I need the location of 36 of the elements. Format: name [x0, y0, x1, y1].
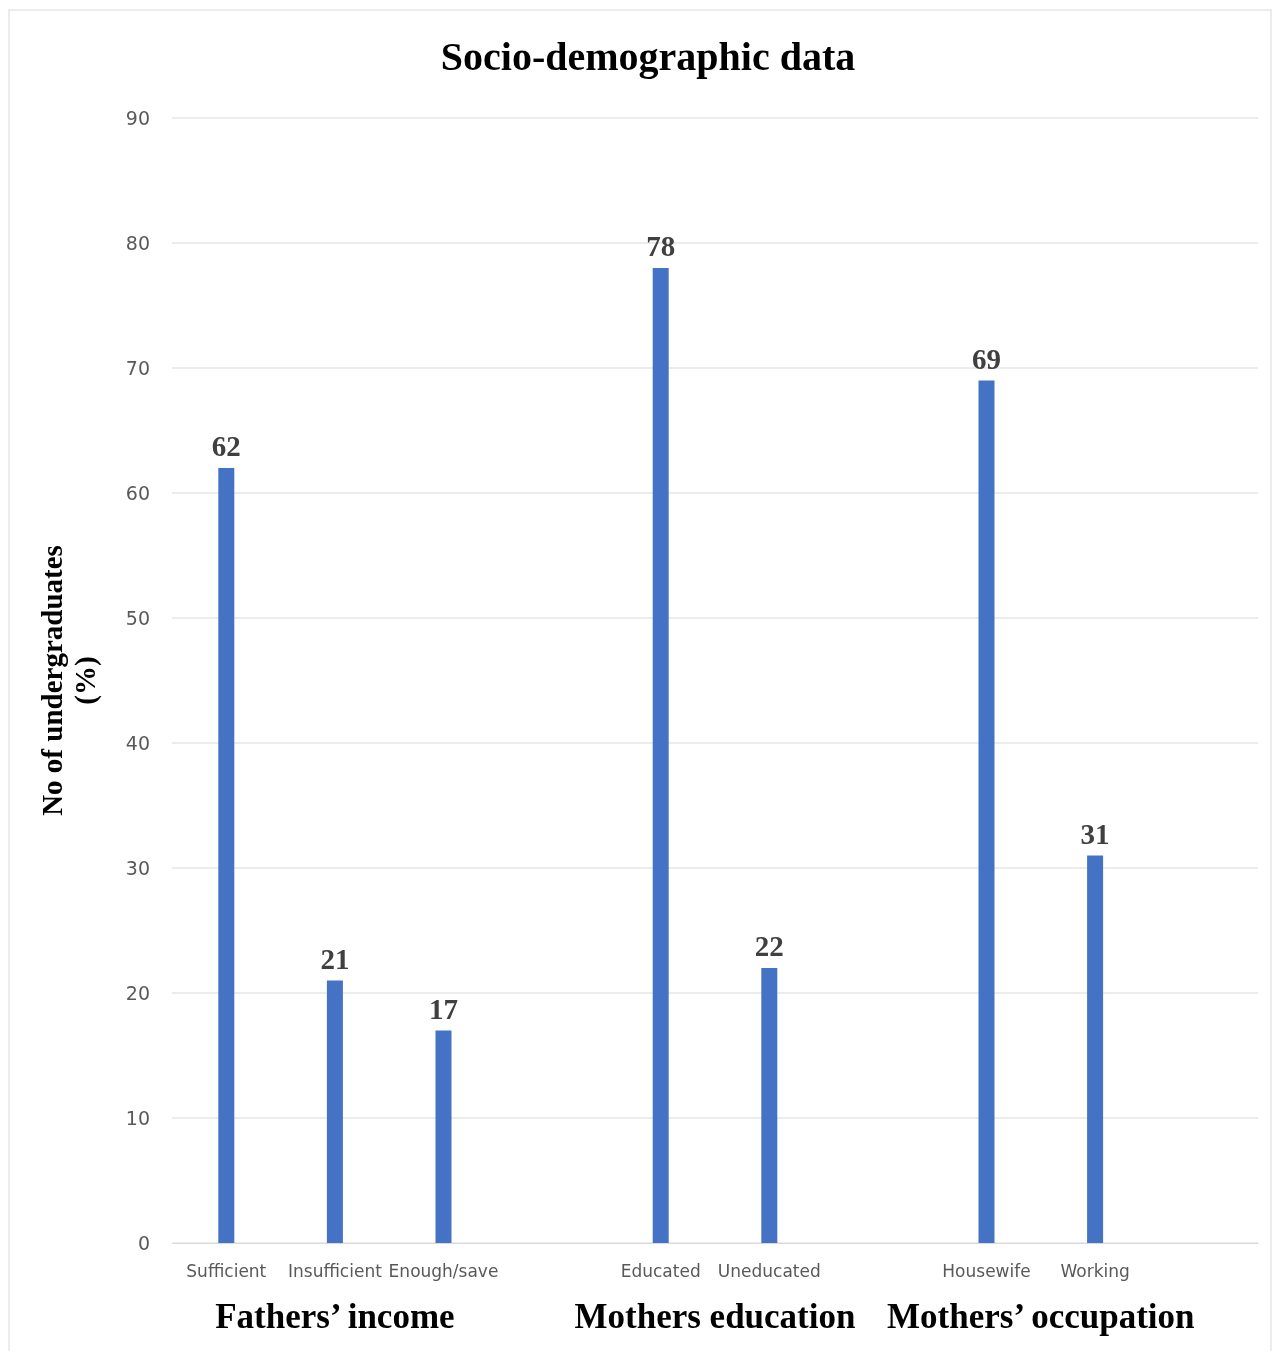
- bar: [1087, 855, 1104, 1243]
- data-label: 21: [320, 942, 350, 975]
- bar: [326, 980, 343, 1243]
- x-tick-label: Working: [1060, 1261, 1130, 1282]
- data-label: 69: [972, 342, 1001, 375]
- text: Mothers’ occupation: [887, 1297, 1195, 1336]
- chart-title: Socio-demographic data: [440, 34, 856, 79]
- y-tick-label: 40: [125, 731, 150, 754]
- x-tick-label: Housewife: [942, 1261, 1031, 1282]
- text: Mothers education: [574, 1297, 856, 1336]
- bar: [652, 268, 669, 1243]
- x-tick-label: Sufficient: [186, 1261, 267, 1282]
- data-label: 62: [211, 430, 241, 462]
- y-tick-label: 10: [125, 1106, 150, 1129]
- bar: [218, 468, 235, 1243]
- y-tick-label: 60: [125, 481, 150, 504]
- data-label: 78: [646, 230, 676, 262]
- data-label: 17: [429, 992, 458, 1025]
- x-tick-label: Educated: [620, 1261, 701, 1282]
- text: Fathers’ income: [215, 1297, 455, 1336]
- y-tick-label: 90: [125, 106, 150, 129]
- y-tick-label: 50: [125, 606, 150, 629]
- y-axis-title: No of undergraduates (%): [36, 545, 102, 816]
- y-tick-label: 80: [125, 231, 150, 254]
- x-tick-label: Uneducated: [717, 1261, 821, 1282]
- x-tick-label: Insufficient: [287, 1261, 383, 1282]
- y-tick-label: 20: [125, 981, 150, 1004]
- bar: [761, 968, 778, 1243]
- y-tick-label: 70: [125, 356, 150, 379]
- data-label: 22: [754, 930, 784, 962]
- data-label: 31: [1080, 817, 1110, 850]
- y-tick-label: 0: [137, 1231, 150, 1254]
- x-tick-label: Enough/save: [388, 1261, 499, 1282]
- y-tick-label: 30: [125, 856, 150, 879]
- bar: [978, 380, 995, 1243]
- bar: [435, 1030, 452, 1243]
